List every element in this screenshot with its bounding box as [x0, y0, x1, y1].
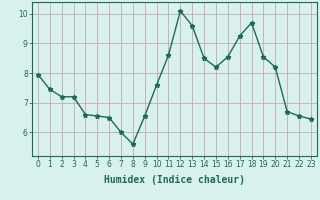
X-axis label: Humidex (Indice chaleur): Humidex (Indice chaleur): [104, 175, 245, 185]
